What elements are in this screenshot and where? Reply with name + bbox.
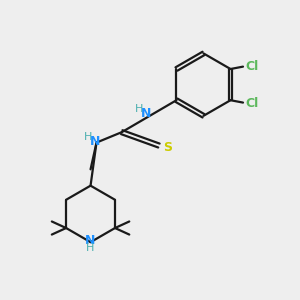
Text: N: N [85, 234, 96, 247]
Text: N: N [90, 135, 100, 148]
Text: H: H [135, 104, 143, 114]
Text: H: H [86, 243, 95, 253]
Text: H: H [84, 132, 92, 142]
Text: Cl: Cl [245, 59, 259, 73]
Text: Cl: Cl [245, 97, 259, 110]
Text: S: S [163, 140, 172, 154]
Text: N: N [141, 107, 151, 120]
